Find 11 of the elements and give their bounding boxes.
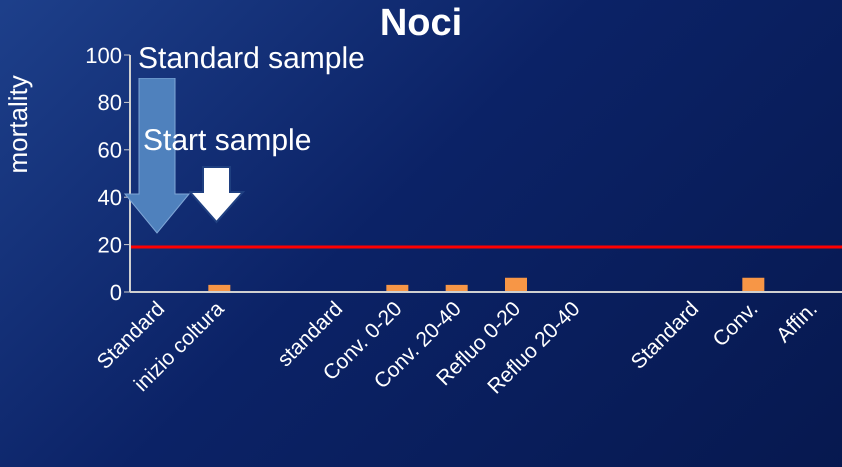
y-tick-label: 20 [98, 232, 122, 258]
y-tick-label: 60 [98, 138, 122, 163]
y-tick-label: 40 [98, 185, 122, 210]
annotation: Standard sample [138, 42, 365, 76]
y-tick-label: 0 [110, 280, 122, 305]
y-axis-title: mortality [3, 75, 34, 174]
annotation: Start sample [143, 124, 312, 158]
chart-title: Noci [380, 2, 462, 44]
y-tick-label: 100 [85, 42, 122, 68]
x-tick-label: Affin. [772, 297, 822, 348]
y-tick-label: 80 [98, 90, 122, 116]
